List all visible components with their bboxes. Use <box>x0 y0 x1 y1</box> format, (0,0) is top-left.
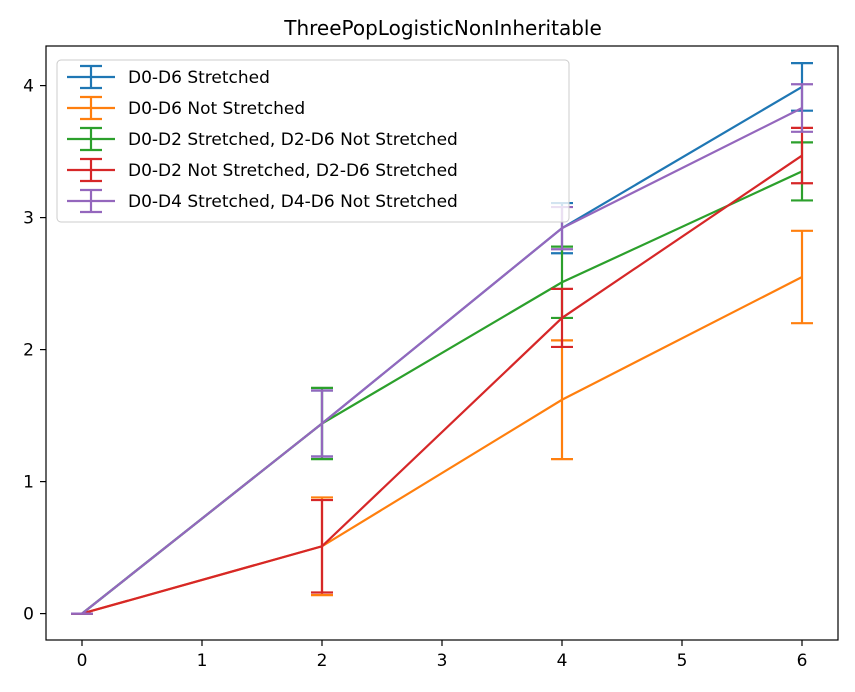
legend-label: D0-D2 Stretched, D2-D6 Not Stretched <box>128 130 458 150</box>
legend-label: D0-D6 Not Stretched <box>128 99 305 119</box>
series-line <box>81 170 803 615</box>
x-tick-label: 6 <box>797 651 808 671</box>
legend-label: D0-D2 Not Stretched, D2-D6 Stretched <box>128 161 458 181</box>
legend: D0-D6 Stretched D0-D6 Not Stretched D0-D2 … <box>56 59 570 223</box>
y-tick-label: 2 <box>23 341 34 361</box>
plot-area: 0 1 2 3 4 5 6 0 1 2 3 4 <box>23 45 839 671</box>
x-tick-label: 5 <box>677 651 688 671</box>
x-tick-label: 1 <box>197 651 208 671</box>
y-tick-label: 4 <box>23 77 34 97</box>
legend-item: D0-D2 Stretched, D2-D6 Not Stretched <box>67 126 458 152</box>
legend-item: D0-D4 Stretched, D4-D6 Not Stretched <box>67 188 458 214</box>
legend-item: D0-D6 Stretched <box>67 64 270 90</box>
y-tick-label: 3 <box>23 209 34 229</box>
y-tick-label: 0 <box>23 605 34 625</box>
series-line <box>81 276 803 615</box>
legend-item: D0-D6 Not Stretched <box>67 95 305 121</box>
x-tick-label: 3 <box>437 651 448 671</box>
legend-label: D0-D6 Stretched <box>128 68 270 88</box>
legend-box <box>56 59 570 223</box>
chart-title: ThreePopLogisticNonInheritable <box>283 16 602 40</box>
series-line <box>81 107 803 615</box>
x-tick-label: 2 <box>317 651 328 671</box>
legend-label: D0-D4 Stretched, D4-D6 Not Stretched <box>128 192 458 212</box>
legend-item: D0-D2 Not Stretched, D2-D6 Stretched <box>67 157 458 183</box>
series-line <box>81 154 803 615</box>
x-tick-label: 0 <box>77 651 88 671</box>
x-tick-label: 4 <box>557 651 568 671</box>
y-tick-label: 1 <box>23 473 34 493</box>
series-2 <box>71 229 813 615</box>
